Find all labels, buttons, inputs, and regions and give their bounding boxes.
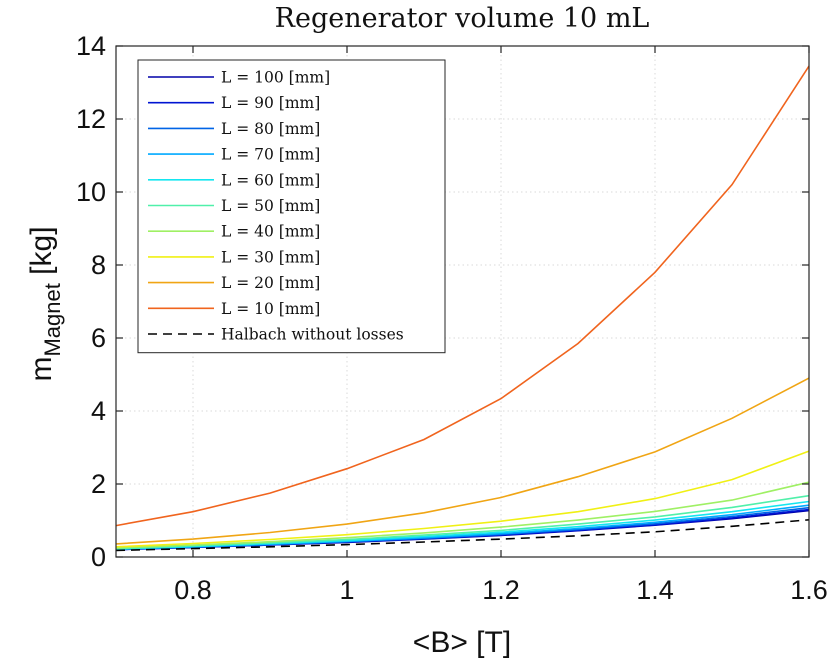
legend-label: Halbach without losses: [221, 326, 404, 344]
legend-label: L = 10 [mm]: [221, 300, 320, 318]
x-axis-label: <B> [T]: [413, 626, 511, 659]
y-tick-label: 14: [76, 31, 106, 61]
y-tick-label: 2: [91, 469, 106, 499]
y-axis-label-main: m: [25, 357, 58, 382]
y-tick-labels: 0 2 4 6 8 10 12 14: [76, 31, 106, 572]
y-axis-label-unit: [kg]: [25, 226, 58, 283]
y-tick-label: 4: [91, 396, 106, 426]
y-tick-label: 8: [91, 250, 106, 280]
series-line: [115, 377, 810, 545]
y-tick-label: 12: [76, 104, 106, 134]
legend: L = 100 [mm] L = 90 [mm] L = 80 [mm] L = 70…: [137, 59, 446, 354]
tick-marks: [116, 45, 810, 558]
x-tick-label: 1.6: [790, 575, 828, 605]
legend-box: [137, 59, 446, 354]
y-axis-label-subscript: Magnet: [40, 283, 65, 356]
x-tick-label: 0.8: [174, 575, 212, 605]
legend-label: L = 30 [mm]: [221, 248, 320, 266]
x-tick-label: 1.4: [636, 575, 674, 605]
legend-label: L = 100 [mm]: [221, 69, 330, 87]
legend-label: L = 40 [mm]: [221, 223, 320, 241]
legend-label: L = 70 [mm]: [221, 146, 320, 164]
legend-label: L = 20 [mm]: [221, 274, 320, 292]
series-line: [115, 450, 810, 548]
legend-label: L = 80 [mm]: [221, 120, 320, 138]
series-line: [115, 65, 810, 527]
series-line: [115, 519, 810, 552]
axes-frame: [115, 45, 810, 558]
y-tick-label: 10: [76, 177, 106, 207]
chart-title: Regenerator volume 10 mL: [275, 3, 650, 34]
plot-area: [115, 65, 810, 552]
y-tick-label: 6: [91, 323, 106, 353]
y-tick-label: 0: [91, 542, 106, 572]
x-tick-label: 1.2: [482, 575, 520, 605]
series-line: [115, 481, 810, 549]
legend-label: L = 90 [mm]: [221, 94, 320, 112]
legend-label: L = 50 [mm]: [221, 197, 320, 215]
y-axis-label: mMagnet [kg]: [25, 226, 65, 381]
x-tick-label: 1: [339, 575, 354, 605]
x-tick-labels: 0.8 1 1.2 1.4 1.6: [174, 575, 828, 605]
series-line: [115, 494, 810, 550]
legend-label: L = 60 [mm]: [221, 171, 320, 189]
